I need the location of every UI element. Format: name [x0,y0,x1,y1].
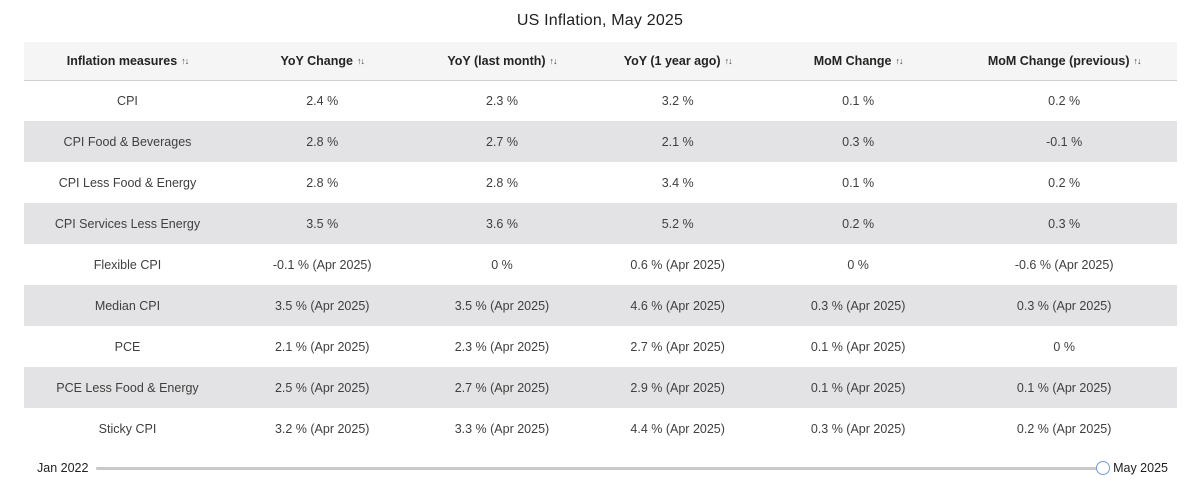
value-cell: 2.9 % (Apr 2025) [590,367,765,408]
value-cell: 3.6 % [413,203,591,244]
value-cell: 3.3 % (Apr 2025) [454,421,550,436]
value-cell: 0.2 % (Apr 2025) [1016,421,1112,436]
measure-cell: CPI Services Less Energy [24,203,231,244]
table-row-sticky-cpi: Sticky CPI 3.2 % (Apr 2025) 3.3 % (Apr 202… [24,408,1177,449]
value-cell: 0.1 % (Apr 2025) [810,339,906,354]
inflation-table-grid: Inflation measures ↑↓ YoY Change ↑↓ YoY (las… [24,42,1177,449]
value-cell: 0.2 % [764,203,952,244]
value-cell: 0.2 % [1048,175,1081,190]
column-header-yoy-change[interactable]: YoY Change ↑↓ [230,42,414,81]
column-header-yoy-1-year-ago[interactable]: YoY (1 year ago) ↑↓ [590,42,765,81]
value-cell: -0.1 % [951,121,1177,162]
value-cell: 0.1 % [842,93,875,108]
table-row-flexible-cpi: Flexible CPI -0.1 % (Apr 2025) 0 % 0.6 % (A… [24,244,1177,285]
value-cell: 0.3 % (Apr 2025) [951,285,1177,326]
page-title: US Inflation, May 2025 [516,12,684,29]
value-cell: 0 % [491,257,513,272]
measure-cell: Flexible CPI [93,257,162,272]
sort-arrows-icon: ↑↓ [356,55,365,66]
value-cell: 3.5 % (Apr 2025) [413,285,591,326]
value-cell: 2.3 % (Apr 2025) [454,339,550,354]
value-cell: -0.6 % (Apr 2025) [1014,257,1114,272]
value-cell: 2.1 % [590,121,765,162]
value-cell: 0.3 % [764,121,952,162]
column-header-yoy-last-month[interactable]: YoY (last month) ↑↓ [413,42,591,81]
sort-arrows-icon: ↑↓ [895,55,904,66]
table-row-pce: PCE 2.1 % (Apr 2025) 2.3 % (Apr 2025) 2.7 %… [24,326,1177,367]
sort-arrows-icon: ↑↓ [549,55,558,66]
column-header-label: YoY Change [280,53,353,68]
column-header-mom-change-previous[interactable]: MoM Change (previous) ↑↓ [951,42,1177,81]
table-row-cpi: CPI 2.4 % 2.3 % 3.2 % 0.1 % 0.2 % [24,80,1177,121]
column-header-label: Inflation measures [66,53,178,68]
value-cell: 2.5 % (Apr 2025) [230,367,414,408]
column-header-label: MoM Change (previous) [987,53,1130,68]
value-cell: 2.8 % [230,121,414,162]
value-cell: 0.6 % (Apr 2025) [630,257,725,272]
value-cell: 2.7 % (Apr 2025) [413,367,591,408]
table-row-cpi-food-beverages: CPI Food & Beverages 2.8 % 2.7 % 2.1 % 0.3 %… [24,121,1177,162]
column-header-label: YoY (1 year ago) [623,53,721,68]
value-cell: 2.8 % [306,175,339,190]
value-cell: 3.5 % (Apr 2025) [230,285,414,326]
value-cell: 0.2 % [1048,93,1081,108]
measure-cell: PCE [114,339,141,354]
table-row-cpi-services-less-energy: CPI Services Less Energy 3.5 % 3.6 % 5.2 % 0… [24,203,1177,244]
value-cell: 0.3 % (Apr 2025) [764,285,952,326]
value-cell: 2.4 % [306,93,339,108]
table-row-pce-less-food-energy: PCE Less Food & Energy 2.5 % (Apr 2025) 2.… [24,367,1177,408]
value-cell: 2.7 % [413,121,591,162]
value-cell: 5.2 % [590,203,765,244]
slider-start-label: Jan 2022 [37,461,89,475]
slider-handle[interactable] [1096,461,1111,475]
value-cell: 0.3 % [951,203,1177,244]
table-row-median-cpi: Median CPI 3.5 % (Apr 2025) 3.5 % (Apr 202… [24,285,1177,326]
table-row-cpi-less-food-energy: CPI Less Food & Energy 2.8 % 2.8 % 3.4 % 0.1… [24,162,1177,203]
sort-arrows-icon: ↑↓ [181,55,189,66]
column-header-mom-change[interactable]: MoM Change ↑↓ [764,42,952,81]
value-cell: 0.3 % (Apr 2025) [810,421,906,436]
sort-arrows-icon: ↑↓ [724,55,733,66]
value-cell: 3.4 % [661,175,694,190]
slider-track[interactable] [96,461,1111,475]
column-header-label: MoM Change [813,53,892,68]
value-cell: 0 % [1053,339,1075,354]
measure-cell: CPI Food & Beverages [24,121,231,162]
value-cell: 2.1 % (Apr 2025) [274,339,370,354]
value-cell: 4.4 % (Apr 2025) [630,421,725,436]
value-cell: 2.7 % (Apr 2025) [630,339,725,354]
measure-cell: PCE Less Food & Energy [24,367,231,408]
value-cell: 3.5 % [230,203,414,244]
measure-cell: Sticky CPI [98,421,157,436]
slider-end-label: May 2025 [1113,461,1168,475]
value-cell: 0.1 % (Apr 2025) [764,367,952,408]
measure-cell: CPI [117,93,138,108]
inflation-table: Inflation measures ↑↓ YoY Change ↑↓ YoY (las… [24,42,1177,449]
table-header-row: Inflation measures ↑↓ YoY Change ↑↓ YoY (las… [24,42,1177,81]
value-cell: 2.8 % [485,175,518,190]
value-cell: 0 % [847,257,869,272]
value-cell: 0.1 % (Apr 2025) [951,367,1177,408]
value-cell: -0.1 % (Apr 2025) [272,257,372,272]
date-range-slider: Jan 2022 May 2025 [37,458,1168,478]
column-header-inflation-measures[interactable]: Inflation measures ↑↓ [24,42,231,81]
measure-cell: Median CPI [24,285,231,326]
sort-arrows-icon: ↑↓ [1133,55,1142,66]
column-header-label: YoY (last month) [447,53,546,68]
value-cell: 3.2 % (Apr 2025) [274,421,370,436]
value-cell: 0.1 % [842,175,875,190]
value-cell: 4.6 % (Apr 2025) [590,285,765,326]
value-cell: 3.2 % [661,93,694,108]
value-cell: 2.3 % [485,93,518,108]
measure-cell: CPI Less Food & Energy [58,175,197,190]
